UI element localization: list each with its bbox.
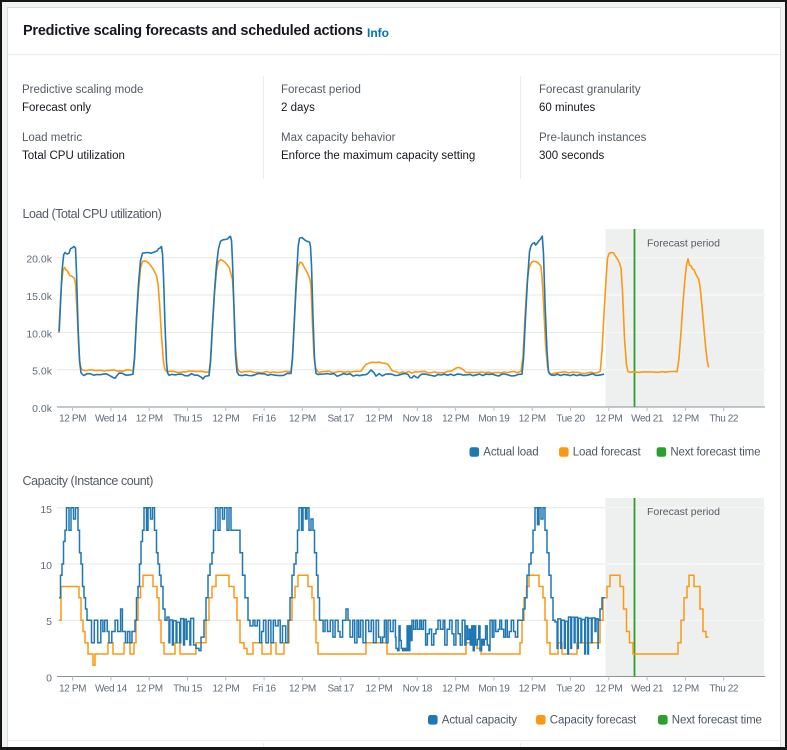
svg-text:5.0k: 5.0k <box>32 366 53 378</box>
svg-text:12 PM: 12 PM <box>59 683 86 694</box>
svg-text:12 PM: 12 PM <box>672 683 699 694</box>
svg-text:12 PM: 12 PM <box>136 414 163 425</box>
svg-text:Wed 14: Wed 14 <box>95 414 128 425</box>
svg-text:Wed 14: Wed 14 <box>95 683 128 694</box>
svg-text:10: 10 <box>40 560 52 572</box>
svg-text:12 PM: 12 PM <box>136 683 163 694</box>
svg-text:Sat 17: Sat 17 <box>327 414 354 425</box>
svg-text:15: 15 <box>40 504 52 516</box>
svg-text:Wed 21: Wed 21 <box>631 414 664 425</box>
svg-text:12 PM: 12 PM <box>595 414 622 425</box>
svg-text:Wed 21: Wed 21 <box>631 683 664 694</box>
svg-text:Actual capacity: Actual capacity <box>442 715 517 727</box>
svg-text:12 PM: 12 PM <box>366 683 393 694</box>
svg-text:Tue 20: Tue 20 <box>556 683 585 694</box>
svg-text:12 PM: 12 PM <box>59 414 86 425</box>
svg-text:Fri 16: Fri 16 <box>253 414 277 425</box>
svg-text:12 PM: 12 PM <box>289 414 316 425</box>
svg-text:Thu 15: Thu 15 <box>173 683 203 694</box>
svg-text:5: 5 <box>46 616 52 628</box>
svg-text:10.0k: 10.0k <box>26 328 52 340</box>
svg-text:12 PM: 12 PM <box>366 414 393 425</box>
svg-text:Thu 22: Thu 22 <box>709 414 739 425</box>
svg-text:15.0k: 15.0k <box>26 291 52 303</box>
svg-text:Load forecast: Load forecast <box>573 447 642 459</box>
svg-text:12 PM: 12 PM <box>442 683 469 694</box>
svg-text:12 PM: 12 PM <box>519 683 546 694</box>
svg-text:Thu 15: Thu 15 <box>173 414 203 425</box>
svg-text:12 PM: 12 PM <box>212 683 239 694</box>
svg-text:Nov 18: Nov 18 <box>403 414 433 425</box>
svg-text:12 PM: 12 PM <box>672 414 699 425</box>
svg-text:12 PM: 12 PM <box>595 683 622 694</box>
svg-text:12 PM: 12 PM <box>212 414 239 425</box>
svg-text:0: 0 <box>46 673 52 685</box>
svg-text:Thu 22: Thu 22 <box>709 683 739 694</box>
svg-text:Capacity forecast: Capacity forecast <box>550 715 637 727</box>
svg-text:Next forecast time: Next forecast time <box>670 447 760 459</box>
svg-text:20.0k: 20.0k <box>26 254 52 266</box>
svg-text:0.0k: 0.0k <box>32 403 53 415</box>
svg-text:Mon 19: Mon 19 <box>478 683 510 694</box>
svg-text:12 PM: 12 PM <box>519 414 546 425</box>
svg-text:12 PM: 12 PM <box>442 414 469 425</box>
svg-text:Next forecast time: Next forecast time <box>672 715 762 727</box>
svg-text:Sat 17: Sat 17 <box>327 683 354 694</box>
svg-text:Forecast period: Forecast period <box>647 238 720 250</box>
svg-text:Mon 19: Mon 19 <box>478 414 510 425</box>
svg-text:Tue 20: Tue 20 <box>556 414 585 425</box>
svg-text:12 PM: 12 PM <box>289 683 316 694</box>
svg-text:Fri 16: Fri 16 <box>253 683 277 694</box>
svg-text:Nov 18: Nov 18 <box>403 683 433 694</box>
svg-text:Forecast period: Forecast period <box>647 506 720 518</box>
svg-text:Actual load: Actual load <box>483 447 538 459</box>
